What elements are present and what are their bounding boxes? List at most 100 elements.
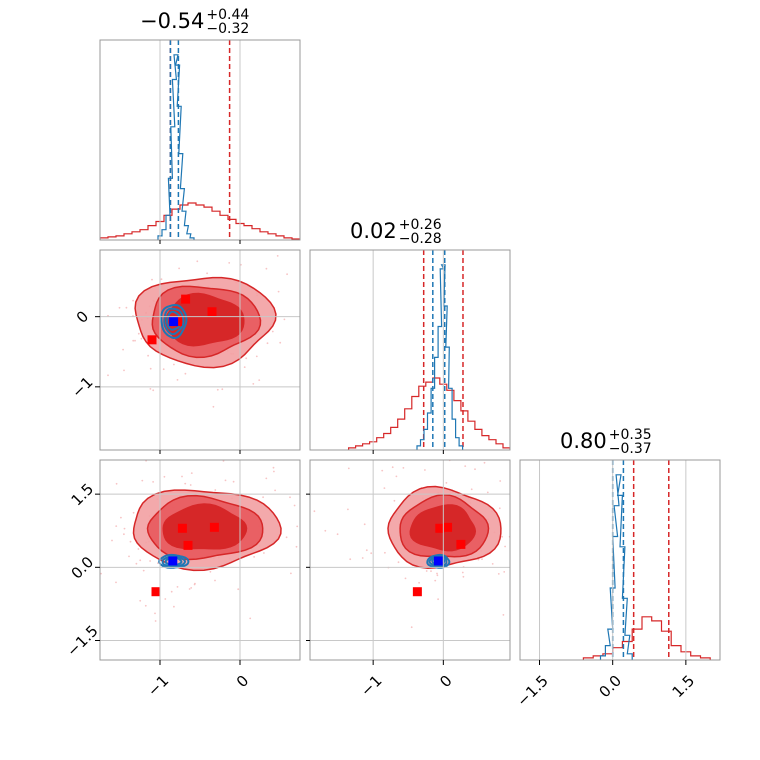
- sample-point: [391, 466, 394, 469]
- sample-point: [214, 489, 217, 491]
- sample-point: [228, 262, 231, 264]
- sample-point: [436, 572, 438, 575]
- sample-point: [170, 590, 173, 593]
- sample-point: [258, 224, 260, 226]
- sample-point: [402, 452, 404, 454]
- panel-content: [313, 452, 519, 629]
- sample-point: [434, 579, 437, 582]
- sample-point: [128, 555, 130, 558]
- reference-contour-2: [161, 555, 187, 568]
- sample-point: [214, 579, 216, 582]
- sample-point: [425, 570, 428, 572]
- sample-point: [115, 525, 118, 527]
- marker-red-square: [183, 540, 193, 550]
- sample-point: [137, 548, 140, 550]
- sample-point: [366, 262, 368, 264]
- sample-point: [477, 558, 480, 561]
- sample-point: [107, 374, 109, 377]
- sample-point: [326, 600, 328, 602]
- sample-point: [221, 388, 224, 391]
- sample-point: [134, 339, 136, 342]
- sample-point: [336, 533, 339, 536]
- diagonal-panel-2: [348, 250, 510, 450]
- sample-point: [13, 659, 15, 661]
- sample-point: [445, 482, 448, 484]
- sample-point: [262, 496, 264, 499]
- contour-level-3: [162, 503, 248, 550]
- panel-frame: [99, 459, 301, 661]
- sample-point: [462, 575, 465, 578]
- sample-point: [181, 475, 183, 478]
- sample-point: [365, 549, 368, 552]
- sample-point: [176, 379, 179, 381]
- sample-point: [279, 241, 281, 243]
- sample-point: [321, 339, 323, 341]
- sample-point: [67, 196, 69, 198]
- sample-point: [144, 604, 147, 607]
- sample-point: [277, 290, 280, 293]
- sample-point: [517, 504, 519, 506]
- sample-point: [122, 348, 124, 351]
- panel-frame: [99, 249, 301, 451]
- marker-red-square: [181, 294, 191, 304]
- x-tick-label: −1: [357, 672, 385, 700]
- sample-point: [381, 469, 384, 472]
- sample-point: [263, 552, 265, 554]
- sample-point: [83, 508, 85, 510]
- sample-point: [370, 552, 373, 555]
- sample-point: [394, 453, 396, 455]
- sample-point: [233, 237, 235, 239]
- sample-point: [325, 616, 327, 618]
- marker-red-square: [412, 587, 422, 597]
- panel-content: [67, 196, 368, 408]
- sample-point: [118, 306, 121, 309]
- sample-point: [178, 267, 181, 270]
- sample-point: [327, 533, 329, 535]
- sample-point: [296, 525, 299, 528]
- y-tick-label: 1.5: [68, 480, 98, 510]
- sample-point: [318, 225, 320, 227]
- sample-point: [134, 245, 136, 247]
- sample-point: [313, 548, 315, 550]
- sample-point: [245, 357, 248, 360]
- sample-point: [289, 496, 291, 499]
- sample-point: [246, 246, 248, 248]
- sample-point: [332, 482, 334, 484]
- sample-point: [173, 605, 175, 608]
- marker-blue-square: [168, 556, 178, 566]
- title-lower-error: −0.37: [609, 441, 652, 457]
- title-lower-error: −0.32: [206, 21, 249, 37]
- sample-point: [76, 448, 78, 450]
- sample-point: [149, 388, 152, 390]
- sample-point: [363, 523, 366, 526]
- histogram-series-1-param-3: [582, 616, 711, 660]
- sample-point: [397, 561, 400, 564]
- panel-title-2: 0.02: [350, 219, 397, 243]
- histogram-series-1-param-1: [100, 202, 300, 240]
- x-tick-label: −1: [144, 672, 172, 700]
- sample-point: [276, 255, 279, 257]
- sample-point: [274, 489, 276, 492]
- sample-point: [324, 540, 326, 542]
- sample-point: [209, 570, 212, 573]
- panel-frame: [99, 39, 301, 241]
- scatter-panel-2-3: [313, 452, 519, 629]
- sample-point: [139, 559, 142, 562]
- marker-red-square: [151, 587, 161, 597]
- sample-point: [132, 511, 135, 514]
- sample-point: [163, 475, 166, 478]
- sample-point: [447, 452, 449, 454]
- sample-point: [120, 516, 122, 519]
- sample-point: [286, 273, 288, 276]
- y-tick-label: 0: [73, 307, 92, 326]
- diagonal-panel-1: [100, 40, 300, 240]
- sample-point: [295, 545, 298, 548]
- sample-point: [206, 272, 209, 275]
- sample-point: [137, 332, 140, 335]
- sample-point: [216, 388, 219, 391]
- sample-point: [347, 467, 350, 470]
- sample-point: [71, 456, 73, 458]
- title-upper-error: +0.26: [399, 217, 442, 233]
- sample-point: [272, 466, 275, 469]
